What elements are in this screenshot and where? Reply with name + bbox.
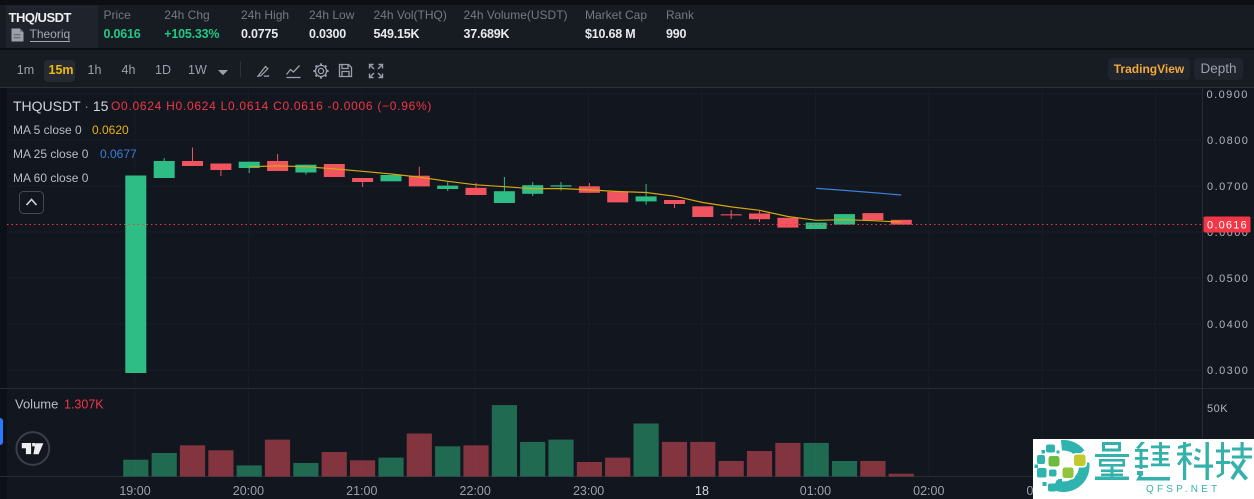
svg-text:MA 25 close 0: MA 25 close 0	[13, 147, 89, 161]
svg-text:23:00: 23:00	[573, 484, 604, 498]
svg-text:01:00: 01:00	[800, 484, 831, 498]
svg-text:0.0900: 0.0900	[1207, 89, 1249, 101]
svg-text:THQUSDT · 15: THQUSDT · 15	[13, 98, 109, 114]
svg-text:0.0700: 0.0700	[1207, 181, 1249, 193]
svg-text:20:00: 20:00	[233, 484, 264, 498]
svg-text:50K: 50K	[1207, 403, 1228, 415]
svg-text:18: 18	[695, 484, 709, 498]
svg-text:0.0500: 0.0500	[1207, 273, 1249, 285]
svg-text:1.307K: 1.307K	[64, 398, 104, 412]
svg-text:0.0400: 0.0400	[1207, 319, 1249, 331]
svg-text:02:00: 02:00	[913, 484, 944, 498]
svg-text:0.0800: 0.0800	[1207, 135, 1249, 147]
svg-text:Volume: Volume	[15, 397, 58, 412]
svg-text:O0.0624 H0.0624 L0.0614 C0.061: O0.0624 H0.0624 L0.0614 C0.0616 -0.0006 …	[111, 99, 432, 113]
svg-text:22:00: 22:00	[460, 484, 491, 498]
svg-text:MA 5 close 0: MA 5 close 0	[13, 123, 82, 137]
svg-text:QFSP.NET: QFSP.NET	[1146, 484, 1220, 495]
svg-text:19:00: 19:00	[119, 484, 150, 498]
svg-text:0.0677: 0.0677	[100, 147, 137, 161]
svg-text:0.0616: 0.0616	[1207, 220, 1248, 232]
svg-text:21:00: 21:00	[346, 484, 377, 498]
svg-text:MA 60 close 0: MA 60 close 0	[13, 171, 89, 185]
svg-text:0.0300: 0.0300	[1207, 365, 1249, 377]
svg-text:0.0620: 0.0620	[92, 123, 129, 137]
